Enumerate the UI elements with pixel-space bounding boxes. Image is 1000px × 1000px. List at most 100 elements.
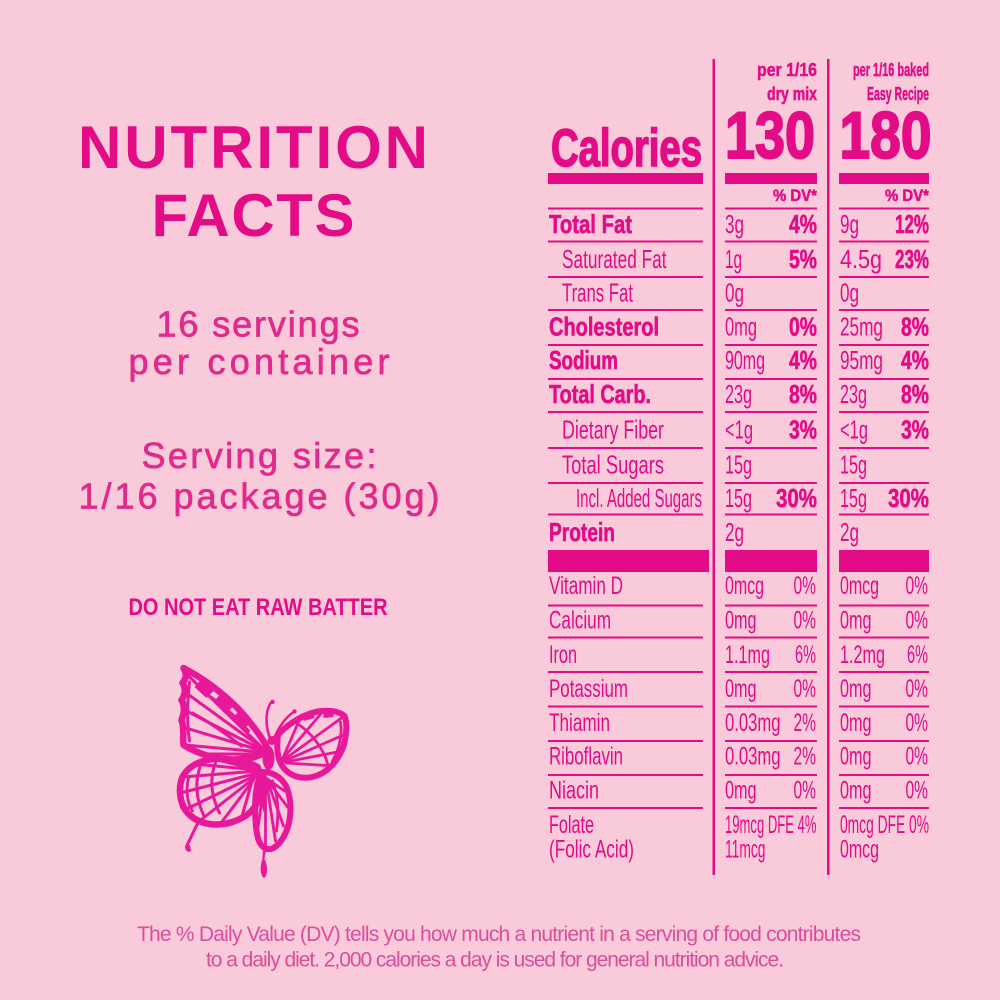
- svg-text:Vitamin D: Vitamin D: [549, 572, 623, 600]
- svg-text:0%: 0%: [906, 675, 929, 703]
- svg-text:0mcg: 0mcg: [840, 836, 879, 864]
- svg-text:% DV*: % DV*: [885, 186, 929, 205]
- svg-text:15g: 15g: [840, 483, 867, 513]
- svg-text:0mg: 0mg: [840, 709, 872, 737]
- svg-text:15g: 15g: [840, 450, 867, 480]
- svg-text:% DV*: % DV*: [773, 186, 817, 205]
- svg-text:Riboflavin: Riboflavin: [549, 743, 623, 771]
- svg-text:1.1mg: 1.1mg: [725, 641, 770, 669]
- svg-text:0mg: 0mg: [840, 743, 872, 771]
- svg-text:to a daily diet. 2,000 calorie: to a daily diet. 2,000 calories a day is…: [206, 949, 784, 972]
- svg-text:30%: 30%: [888, 483, 929, 513]
- svg-text:0.03mg: 0.03mg: [725, 709, 781, 737]
- svg-text:Saturated Fat: Saturated Fat: [562, 244, 667, 274]
- svg-text:Total Sugars: Total Sugars: [562, 450, 664, 480]
- svg-text:0%: 0%: [794, 777, 817, 805]
- svg-text:Easy Recipe: Easy Recipe: [867, 84, 929, 104]
- svg-text:6%: 6%: [907, 641, 928, 669]
- svg-text:90mg: 90mg: [725, 345, 765, 375]
- svg-text:per container: per container: [129, 341, 390, 382]
- svg-text:180: 180: [840, 98, 932, 172]
- svg-text:15g: 15g: [725, 450, 752, 480]
- svg-text:0%: 0%: [906, 572, 929, 600]
- svg-text:3%: 3%: [901, 415, 929, 445]
- svg-text:0mg: 0mg: [840, 607, 872, 635]
- svg-text:4%: 4%: [901, 345, 929, 375]
- svg-text:19mcg DFE 4%: 19mcg DFE 4%: [725, 811, 817, 839]
- svg-text:1g: 1g: [725, 244, 742, 274]
- svg-text:30%: 30%: [776, 483, 817, 513]
- svg-text:<1g: <1g: [725, 415, 753, 445]
- svg-text:(Folic Acid): (Folic Acid): [549, 836, 634, 864]
- svg-text:Sodium: Sodium: [549, 345, 618, 375]
- svg-text:23g: 23g: [725, 379, 752, 409]
- svg-text:Thiamin: Thiamin: [549, 709, 610, 737]
- svg-text:0mg: 0mg: [725, 312, 757, 342]
- svg-text:2%: 2%: [794, 709, 817, 737]
- svg-text:4.5g: 4.5g: [840, 244, 882, 274]
- svg-text:4%: 4%: [789, 345, 817, 375]
- svg-text:11mcg: 11mcg: [725, 836, 766, 864]
- svg-text:Total Fat: Total Fat: [549, 209, 632, 239]
- svg-text:8%: 8%: [901, 312, 929, 342]
- svg-text:0mg: 0mg: [725, 675, 757, 703]
- svg-text:15g: 15g: [725, 483, 752, 513]
- svg-text:0mcg: 0mcg: [725, 572, 764, 600]
- svg-text:The % Daily Value (DV) tells y: The % Daily Value (DV) tells you how muc…: [137, 923, 861, 946]
- svg-text:FACTS: FACTS: [152, 182, 355, 249]
- svg-text:<1g: <1g: [840, 415, 868, 445]
- svg-text:1.2mg: 1.2mg: [840, 641, 885, 669]
- svg-text:Incl. Added Sugars: Incl. Added Sugars: [576, 483, 702, 513]
- svg-text:0g: 0g: [840, 278, 859, 308]
- svg-text:0mg: 0mg: [840, 675, 872, 703]
- svg-text:0%: 0%: [794, 572, 817, 600]
- svg-text:per 1/16 baked: per 1/16 baked: [853, 60, 929, 80]
- svg-text:dry mix: dry mix: [767, 84, 817, 104]
- svg-text:5%: 5%: [789, 244, 817, 274]
- svg-text:Cholesterol: Cholesterol: [549, 312, 659, 342]
- svg-text:0mg: 0mg: [725, 607, 757, 635]
- svg-text:130: 130: [725, 98, 815, 172]
- svg-text:Protein: Protein: [549, 517, 615, 547]
- svg-text:Folate: Folate: [549, 811, 594, 839]
- svg-text:Niacin: Niacin: [549, 777, 599, 805]
- svg-text:0%: 0%: [906, 777, 929, 805]
- svg-text:8%: 8%: [901, 379, 929, 409]
- svg-text:Total Carb.: Total Carb.: [549, 379, 651, 409]
- svg-text:Dietary Fiber: Dietary Fiber: [562, 415, 664, 445]
- svg-text:12%: 12%: [895, 209, 929, 239]
- svg-text:NUTRITION: NUTRITION: [78, 114, 428, 181]
- svg-text:Serving size:: Serving size:: [142, 435, 377, 476]
- svg-text:0%: 0%: [789, 312, 817, 342]
- svg-text:9g: 9g: [840, 209, 859, 239]
- svg-text:0%: 0%: [906, 743, 929, 771]
- svg-text:0g: 0g: [725, 278, 744, 308]
- svg-text:Calories: Calories: [551, 119, 702, 178]
- svg-text:2g: 2g: [840, 517, 859, 547]
- svg-text:0mg: 0mg: [725, 777, 757, 805]
- svg-text:0%: 0%: [794, 675, 817, 703]
- svg-text:Trans Fat: Trans Fat: [562, 278, 633, 308]
- svg-text:0%: 0%: [794, 607, 817, 635]
- svg-text:0.03mg: 0.03mg: [725, 743, 781, 771]
- svg-text:3g: 3g: [725, 209, 744, 239]
- svg-text:per 1/16: per 1/16: [757, 60, 817, 80]
- svg-text:95mg: 95mg: [840, 345, 883, 375]
- svg-text:4%: 4%: [789, 209, 817, 239]
- svg-text:0mg: 0mg: [840, 777, 872, 805]
- svg-text:Iron: Iron: [549, 641, 577, 669]
- svg-text:0%: 0%: [906, 607, 929, 635]
- svg-text:0mcg DFE 0%: 0mcg DFE 0%: [840, 811, 929, 839]
- svg-text:DO NOT EAT RAW BATTER: DO NOT EAT RAW BATTER: [129, 594, 388, 621]
- svg-text:23%: 23%: [895, 244, 929, 274]
- svg-text:0%: 0%: [906, 709, 929, 737]
- svg-text:0mcg: 0mcg: [840, 572, 879, 600]
- svg-text:2g: 2g: [725, 517, 744, 547]
- svg-text:25mg: 25mg: [840, 312, 883, 342]
- svg-text:Calcium: Calcium: [549, 607, 611, 635]
- svg-text:6%: 6%: [795, 641, 816, 669]
- svg-text:8%: 8%: [789, 379, 817, 409]
- svg-text:23g: 23g: [840, 379, 867, 409]
- svg-text:Potassium: Potassium: [549, 675, 628, 703]
- svg-text:16 servings: 16 servings: [157, 304, 360, 345]
